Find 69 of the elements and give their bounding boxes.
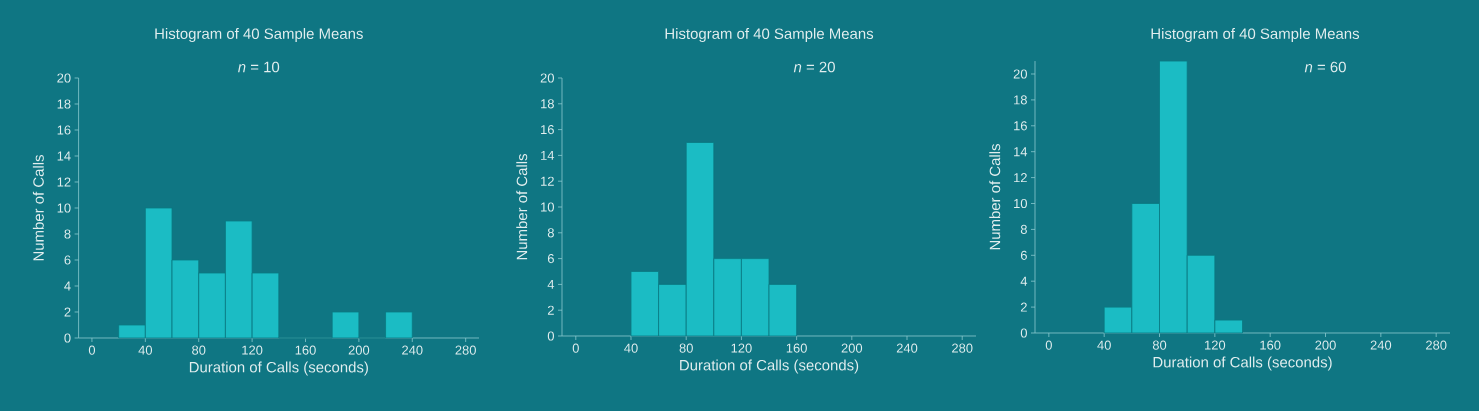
y-tick-label: 10 bbox=[1014, 198, 1027, 209]
x-tick-label: 240 bbox=[896, 343, 918, 353]
x-tick-label: 280 bbox=[455, 345, 476, 355]
x-tick-label: 80 bbox=[1152, 340, 1167, 350]
y-tick-label: 0 bbox=[1020, 328, 1027, 338]
x-tick-label: 200 bbox=[348, 345, 370, 355]
x-tick-label: 160 bbox=[786, 343, 807, 353]
x-axis-title: Duration of Calls (seconds) bbox=[1153, 356, 1332, 371]
x-tick-label: 160 bbox=[295, 345, 316, 355]
x-tick-label: 0 bbox=[88, 345, 96, 355]
x-tick-label: 280 bbox=[1426, 340, 1447, 350]
y-tick-label: 0 bbox=[547, 331, 554, 341]
x-tick-label: 280 bbox=[952, 343, 973, 353]
y-tick-label: 14 bbox=[1014, 147, 1028, 157]
x-tick-label: 160 bbox=[1260, 340, 1281, 350]
x-tick-label: 120 bbox=[1205, 340, 1226, 350]
y-axis-title: Number of Calls bbox=[32, 155, 44, 261]
y-tick-label: 20 bbox=[1013, 69, 1027, 79]
y-tick-label: 4 bbox=[1020, 276, 1028, 286]
chart-title: Histogram of 40 Sample Means bbox=[665, 28, 874, 42]
y-tick-label: 10 bbox=[57, 203, 71, 213]
y-tick-label: 4 bbox=[64, 281, 71, 291]
y-tick-label: 2 bbox=[547, 305, 554, 315]
y-tick-label: 20 bbox=[57, 73, 71, 83]
chart-subtitle: n = 10 bbox=[238, 61, 280, 73]
y-axis-title: Number of Calls bbox=[516, 154, 528, 260]
y-tick-label: 18 bbox=[1014, 95, 1027, 105]
y-axis-title: Number of Calls bbox=[989, 144, 1001, 250]
y-tick-label: 4 bbox=[547, 279, 555, 289]
x-axis-title: Duration of Calls (seconds) bbox=[189, 361, 368, 376]
x-tick-label: 240 bbox=[402, 345, 423, 355]
x-tick-label: 240 bbox=[1370, 340, 1392, 350]
y-tick-label: 8 bbox=[547, 228, 554, 238]
y-tick-label: 2 bbox=[1020, 302, 1027, 312]
y-tick-label: 8 bbox=[64, 229, 71, 239]
y-tick-label: 16 bbox=[57, 125, 71, 135]
y-tick-label: 12 bbox=[1014, 173, 1027, 183]
y-tick-label: 20 bbox=[540, 73, 554, 83]
x-axis-title: Duration of Calls (seconds) bbox=[680, 359, 859, 374]
y-tick-label: 10 bbox=[541, 202, 554, 212]
y-tick-label: 12 bbox=[541, 176, 554, 186]
chart-title: Histogram of 40 Sample Means bbox=[155, 28, 363, 42]
x-tick-label: 40 bbox=[624, 343, 638, 353]
chart-subtitle: n = 60 bbox=[1304, 61, 1346, 73]
y-tick-label: 6 bbox=[547, 254, 554, 264]
x-tick-label: 0 bbox=[572, 343, 579, 353]
y-tick-label: 8 bbox=[1020, 224, 1027, 234]
y-tick-label: 18 bbox=[541, 99, 554, 109]
y-tick-label: 16 bbox=[541, 125, 554, 135]
chart-title: Histogram of 40 Sample Means bbox=[1151, 28, 1360, 42]
x-tick-label: 0 bbox=[1045, 340, 1052, 350]
y-tick-label: 18 bbox=[57, 99, 71, 109]
x-tick-label: 40 bbox=[1097, 340, 1111, 350]
chart-subtitle: n = 20 bbox=[793, 61, 835, 73]
y-tick-label: 14 bbox=[57, 151, 71, 161]
x-tick-label: 40 bbox=[138, 345, 153, 355]
y-tick-label: 6 bbox=[64, 255, 71, 265]
y-tick-label: 12 bbox=[57, 177, 71, 187]
x-tick-label: 120 bbox=[731, 343, 752, 353]
y-tick-label: 16 bbox=[1014, 121, 1027, 131]
y-tick-label: 2 bbox=[64, 307, 71, 317]
x-tick-label: 120 bbox=[242, 345, 263, 355]
y-tick-label: 14 bbox=[541, 150, 555, 160]
y-tick-label: 6 bbox=[1020, 250, 1027, 260]
x-tick-label: 80 bbox=[679, 343, 693, 353]
x-tick-label: 200 bbox=[841, 343, 863, 353]
x-tick-label: 80 bbox=[192, 345, 206, 355]
x-tick-label: 200 bbox=[1315, 340, 1336, 350]
y-tick-label: 0 bbox=[64, 333, 71, 343]
